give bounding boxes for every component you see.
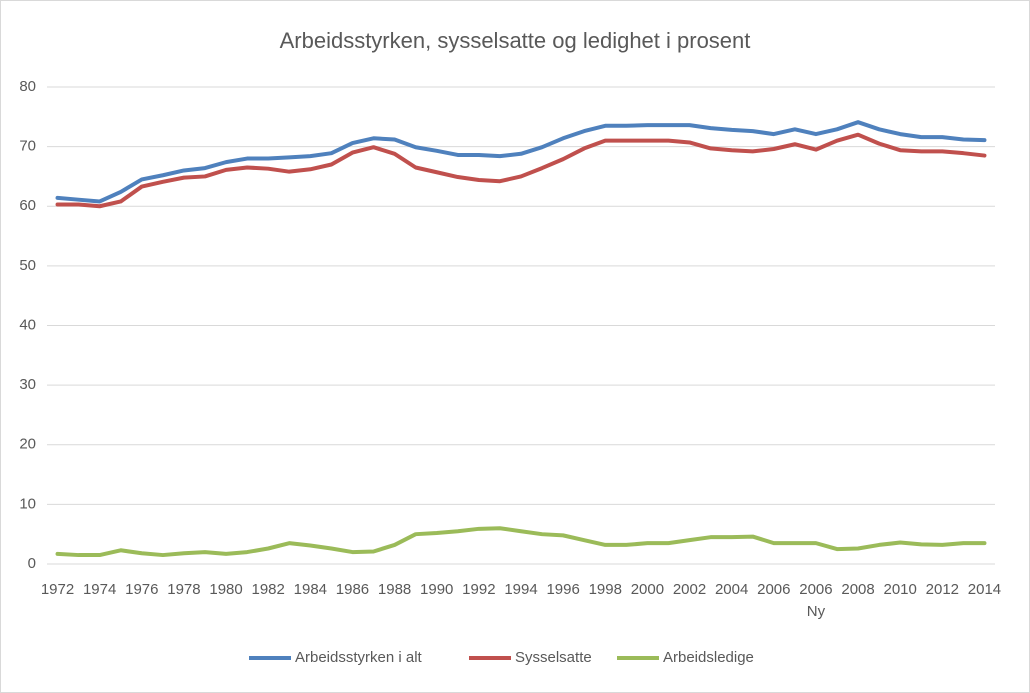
y-tick-label: 0 <box>28 555 36 572</box>
x-tick-label: 1998 <box>589 581 622 598</box>
x-tick-label: 1982 <box>252 581 285 598</box>
y-tick-label: 70 <box>19 138 36 155</box>
y-tick-label: 40 <box>19 316 36 333</box>
x-tick-label: 2000 <box>631 581 664 598</box>
y-tick-label: 10 <box>19 495 36 512</box>
legend-label: Arbeidsledige <box>663 649 754 666</box>
x-tick-label: 1978 <box>167 581 200 598</box>
x-tick-label: 2006 Ny <box>799 581 832 620</box>
x-tick-label: 1972 <box>41 581 74 598</box>
x-tick-label: 1996 <box>546 581 579 598</box>
x-tick-label: 1986 <box>336 581 369 598</box>
series-line <box>55 526 987 558</box>
series-line <box>55 120 987 204</box>
x-tick-label: 2008 <box>841 581 874 598</box>
y-tick-label: 20 <box>19 436 36 453</box>
x-tick-label: 2004 <box>715 581 748 598</box>
x-tick-label: 2010 <box>884 581 917 598</box>
y-tick-label: 50 <box>19 257 36 274</box>
y-tick-label: 80 <box>19 78 36 95</box>
x-tick-label: 1974 <box>83 581 116 598</box>
x-tick-label: 1994 <box>504 581 537 598</box>
x-tick-label: 2002 <box>673 581 706 598</box>
legend-label: Sysselsatte <box>515 649 592 666</box>
y-tick-label: 60 <box>19 197 36 214</box>
series-line <box>55 132 987 209</box>
legend-label: Arbeidsstyrken i alt <box>295 649 423 666</box>
x-tick-label: 1988 <box>378 581 411 598</box>
x-tick-label: 2014 <box>968 581 1001 598</box>
x-tick-label: 1976 <box>125 581 158 598</box>
x-tick-label: 1984 <box>294 581 327 598</box>
x-tick-label: 2006 <box>757 581 790 598</box>
y-tick-label: 30 <box>19 376 36 393</box>
x-tick-label: 1990 <box>420 581 453 598</box>
x-tick-label: 2012 <box>926 581 959 598</box>
x-tick-label: 1992 <box>462 581 495 598</box>
chart-title: Arbeidsstyrken, sysselsatte og ledighet … <box>280 28 751 53</box>
x-tick-label: 1980 <box>209 581 242 598</box>
